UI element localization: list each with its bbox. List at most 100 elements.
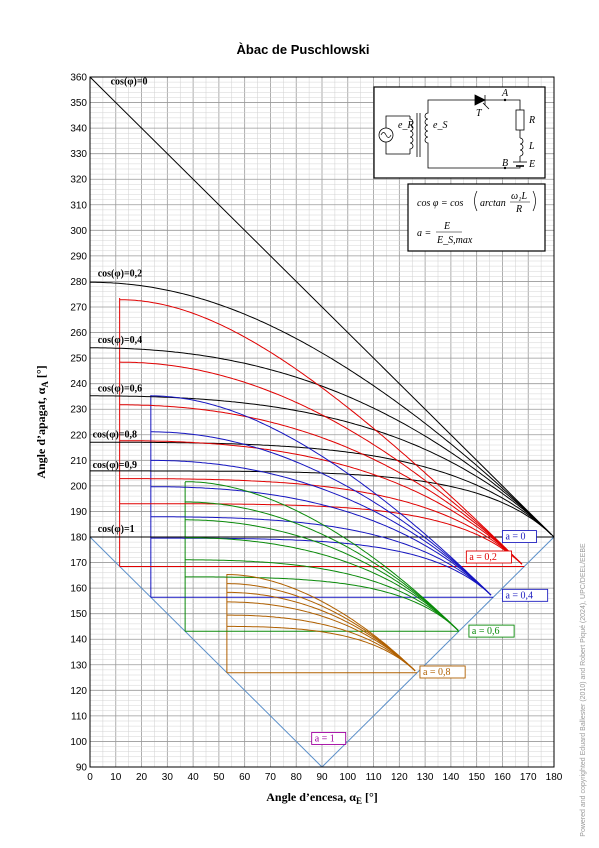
x-tick-label: 100: [339, 772, 356, 783]
y-tick-label: 300: [70, 226, 87, 237]
a-label: a = 0,2: [469, 552, 497, 563]
x-tick-label: 90: [316, 772, 328, 783]
x-tick-label: 140: [443, 772, 460, 783]
y-tick-label: 100: [70, 737, 87, 748]
x-axis-label-sub: E: [356, 796, 362, 806]
formula-cos-left: cos φ = cos: [417, 198, 464, 209]
circuit-wires: [427, 99, 521, 169]
curve-a08-cos08: [227, 614, 416, 672]
x-axis-label-unit: [°]: [362, 790, 378, 804]
x-tick-label: 170: [520, 772, 537, 783]
curve-a04-cos04: [150, 459, 492, 596]
curve-a0-cos08: [90, 441, 552, 535]
curve-a08-cos0: [226, 574, 416, 672]
curve-a06-cos04: [185, 519, 459, 631]
x-tick-label: 180: [546, 772, 563, 783]
curves: [89, 76, 555, 768]
circuit-label-B: B: [502, 158, 508, 169]
cos-label: cos(φ)=0,6: [98, 383, 142, 394]
x-axis-label: Angle d’encesa, αE [°]: [266, 790, 378, 806]
curve-a06-cos09: [185, 576, 459, 631]
y-tick-label: 350: [70, 98, 87, 109]
curve-a02-cos04: [119, 404, 523, 565]
a-label: a = 0,8: [423, 667, 451, 678]
cos-label: cos(φ)=1: [98, 524, 135, 535]
x-tick-label: 10: [110, 772, 122, 783]
y-tick-label: 200: [70, 481, 87, 492]
a-label-box: [501, 530, 537, 544]
y-tick-label: 250: [70, 354, 87, 365]
x-tick-label: 80: [291, 772, 303, 783]
y-tick-label: 290: [70, 251, 87, 262]
curve-a04-cos06: [150, 486, 492, 596]
curve-a0-cos02: [90, 281, 552, 535]
x-tick-label: 40: [188, 772, 200, 783]
curve-a02-cos0: [119, 299, 523, 565]
y-tick-label: 110: [71, 711, 87, 722]
secondary-winding-icon: [424, 108, 429, 160]
formula-arctan: arctan: [480, 198, 506, 209]
circuit-label-L: L: [528, 141, 535, 152]
a-label-box: [465, 550, 513, 564]
circuit-box: [373, 86, 546, 179]
a-label-box: [311, 731, 347, 745]
y-tick-label: 240: [70, 379, 87, 390]
cos-label: cos(φ)=0,8: [93, 429, 137, 440]
curve-a04-cos08: [150, 516, 492, 596]
formula-a-den: E_S,max: [436, 235, 473, 246]
curve-a08-cos06: [227, 601, 416, 672]
y-tick-label: 280: [70, 277, 87, 288]
x-tick-label: 70: [265, 772, 277, 783]
y-axis-label-sub: A: [40, 381, 50, 388]
x-tick-label: 130: [417, 772, 434, 783]
a-label-box: [419, 665, 466, 679]
y-tick-label: 340: [70, 124, 87, 135]
curve-a04-cos02: [150, 431, 492, 596]
y-tick-label: 220: [70, 430, 87, 441]
x-tick-label: 60: [239, 772, 251, 783]
x-tick-label: 30: [162, 772, 174, 783]
boundary-line-left: [89, 536, 323, 768]
curve-a0-cos0: [89, 76, 555, 538]
x-tick-label: 160: [494, 772, 511, 783]
circuit-label-T: T: [476, 108, 483, 119]
primary-winding-icon: [385, 115, 414, 155]
a-label: a = 0,6: [472, 626, 500, 637]
y-tick-label: 310: [70, 200, 87, 211]
y-axis-label-unit: [°]: [34, 365, 48, 381]
a-label: a = 1: [315, 733, 335, 744]
x-tick-label: 110: [366, 772, 382, 783]
curve-a02-cos06: [119, 440, 523, 565]
x-tick-label: 20: [136, 772, 148, 783]
formula-frame: [407, 183, 546, 252]
y-tick-label: 190: [70, 507, 87, 518]
cos-label: cos(φ)=0,4: [98, 335, 142, 346]
grid: [89, 76, 555, 768]
y-tick-label: 180: [70, 533, 87, 544]
x-tick-label: 0: [87, 772, 93, 783]
curve-labels: cos(φ)=0 cos(φ)=0,2 cos(φ)=0,4 cos(φ)=0,6 co…: [93, 77, 549, 745]
y-tick-label: 150: [70, 609, 87, 620]
cos-label: cos(φ)=0,2: [98, 268, 142, 279]
formula-paren-open: [474, 190, 478, 212]
circuit-label-A: A: [501, 88, 509, 99]
formula-a-num: E: [443, 221, 450, 232]
y-tick-label: 360: [70, 73, 87, 84]
tick-labels: 0 10 20 30 40 50 60 70 80 90 100 110 120 130 140 150 160…: [70, 73, 562, 784]
y-tick-label: 140: [70, 635, 87, 646]
y-tick-label: 170: [70, 558, 87, 569]
y-tick-label: 210: [70, 456, 87, 467]
curve-a02-cos02: [119, 361, 523, 565]
curve-a02-cos09: [119, 503, 523, 565]
y-tick-label: 90: [76, 763, 88, 774]
thyristor-icon: [474, 94, 490, 110]
curve-a08-cos09: [227, 625, 416, 672]
boundary-line-right: [321, 536, 555, 768]
cos-label: cos(φ)=0: [111, 77, 148, 88]
inductor-icon: [519, 137, 524, 157]
curve-a06-cos02: [185, 501, 459, 631]
formula-paren-close: [532, 190, 536, 212]
formula-num: ω₁L: [511, 191, 528, 202]
a-label-box: [468, 624, 515, 638]
